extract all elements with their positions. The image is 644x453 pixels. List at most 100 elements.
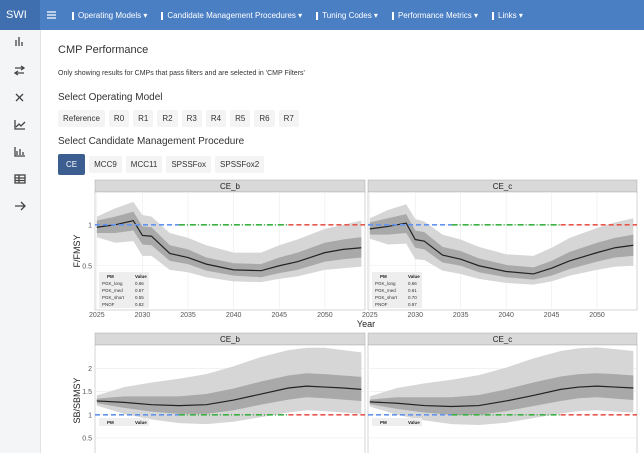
table-cell: PGK_long	[375, 281, 396, 286]
table-header: Value	[135, 274, 147, 279]
om-button[interactable]: R4	[205, 110, 227, 127]
y-tick-label: 2	[88, 366, 92, 373]
nav-menu[interactable]: Candidate Management Procedures	[161, 11, 302, 20]
cmp-button[interactable]: MCC9	[89, 156, 122, 173]
table-cell: 0.97	[408, 302, 417, 307]
nav-menu[interactable]: Tuning Codes	[316, 11, 378, 20]
page-title: CMP Performance	[58, 44, 149, 56]
table-header: PM	[380, 420, 387, 425]
table-cell: 0.66	[135, 281, 144, 286]
om-button[interactable]: R0	[108, 110, 130, 127]
sidebar	[0, 30, 41, 453]
table-cell: PGK_short	[102, 295, 125, 300]
panel	[367, 191, 638, 311]
table-header: PM	[107, 420, 114, 425]
om-button[interactable]: R3	[181, 110, 202, 127]
median-line	[96, 385, 362, 407]
om-buttons: Reference R0 R1 R2 R3 R4 R5 R6 R7	[58, 110, 299, 127]
table-header: Value	[135, 420, 147, 425]
menu-bar: Operating Models Candidate Management Pro…	[72, 0, 523, 30]
pm-table	[99, 272, 149, 308]
strip-label: CE_b	[220, 182, 241, 191]
strip	[94, 332, 366, 346]
sidebar-icons[interactable]	[0, 30, 40, 230]
band	[369, 204, 634, 285]
band	[96, 373, 362, 414]
y-tick-label: 1.5	[82, 389, 92, 396]
table-cell: 0.70	[408, 295, 417, 300]
pm-table	[99, 418, 149, 426]
table-header: PM	[380, 274, 387, 279]
band	[369, 373, 634, 415]
cmp-button[interactable]: MCC11	[125, 156, 163, 173]
om-heading: Select Operating Model	[58, 92, 163, 103]
om-button[interactable]: R7	[278, 110, 299, 127]
nav-menu[interactable]: Operating Models	[72, 11, 147, 20]
x-tick-label: 2030	[407, 312, 423, 319]
om-button[interactable]: R5	[230, 110, 251, 127]
cmp-button[interactable]: CE	[58, 154, 86, 175]
table-cell: 0.61	[408, 288, 417, 293]
nav-menu[interactable]: Links	[492, 11, 523, 20]
x-tick-label: 2050	[589, 312, 605, 319]
table-header: Value	[408, 420, 420, 425]
band	[369, 347, 634, 426]
om-button[interactable]: Reference	[58, 110, 105, 127]
median-line	[96, 220, 362, 272]
y-axis-label: SB/SBMSY	[72, 377, 82, 423]
nav-menu[interactable]: Performance Metrics	[391, 11, 478, 20]
strip	[94, 179, 366, 193]
median-line	[369, 385, 634, 408]
x-tick-label: 2045	[271, 312, 287, 319]
navbar: SWI Operating Models Candidate Management…	[0, 0, 644, 30]
band	[96, 201, 362, 283]
band	[96, 347, 362, 425]
x-tick-label: 2025	[89, 312, 105, 319]
x-tick-label: 2030	[135, 312, 151, 319]
table-cell: 0.67	[135, 288, 144, 293]
band	[369, 214, 634, 280]
strip	[367, 179, 638, 193]
panel	[94, 191, 366, 311]
table-cell: 0.82	[135, 302, 144, 307]
y-axis-label: F/FMSY	[72, 235, 82, 268]
cmp-button[interactable]: SPSSFox2	[215, 156, 265, 173]
strip-label: CE_c	[493, 182, 513, 191]
y-tick-label: 0.5	[82, 263, 92, 270]
x-tick-label: 2045	[544, 312, 560, 319]
x-tick-label: 2040	[226, 312, 242, 319]
x-tick-label: 2025	[362, 312, 378, 319]
panel	[94, 344, 366, 453]
x-tick-label: 2035	[453, 312, 469, 319]
filter-note: Only showing results for CMPs that pass …	[58, 70, 305, 77]
y-tick-label: 1	[88, 222, 92, 229]
cmp-buttons: CE MCC9 MCC11 SPSSFox SPSSFox2	[58, 154, 265, 175]
menu-toggle[interactable]	[47, 11, 56, 19]
om-button[interactable]: R2	[157, 110, 178, 127]
table-header: Value	[408, 274, 420, 279]
x-tick-label: 2035	[180, 312, 196, 319]
table-cell: PGK_long	[102, 281, 123, 286]
cmp-button[interactable]: SPSSFox	[166, 156, 212, 173]
om-button[interactable]: R1	[133, 110, 154, 127]
x-axis-label: Year	[357, 319, 375, 329]
table-cell: PNOF	[375, 302, 388, 307]
pm-table	[372, 272, 422, 308]
table-header: PM	[107, 274, 114, 279]
brand[interactable]: SWI	[0, 0, 40, 30]
table-cell: PGK_med	[375, 288, 396, 293]
median-line	[369, 222, 634, 275]
cmp-heading: Select Candidate Management Procedure	[58, 136, 245, 147]
table-cell: 0.55	[135, 295, 144, 300]
table-cell: 0.66	[408, 281, 417, 286]
x-tick-label: 2050	[317, 312, 333, 319]
om-button[interactable]: R6	[254, 110, 275, 127]
strip-label: CE_c	[493, 335, 513, 344]
band	[96, 211, 362, 278]
y-tick-label: 0.5	[82, 435, 92, 442]
table-cell: PGK_med	[102, 288, 123, 293]
panel	[367, 344, 638, 453]
strip	[367, 332, 638, 346]
